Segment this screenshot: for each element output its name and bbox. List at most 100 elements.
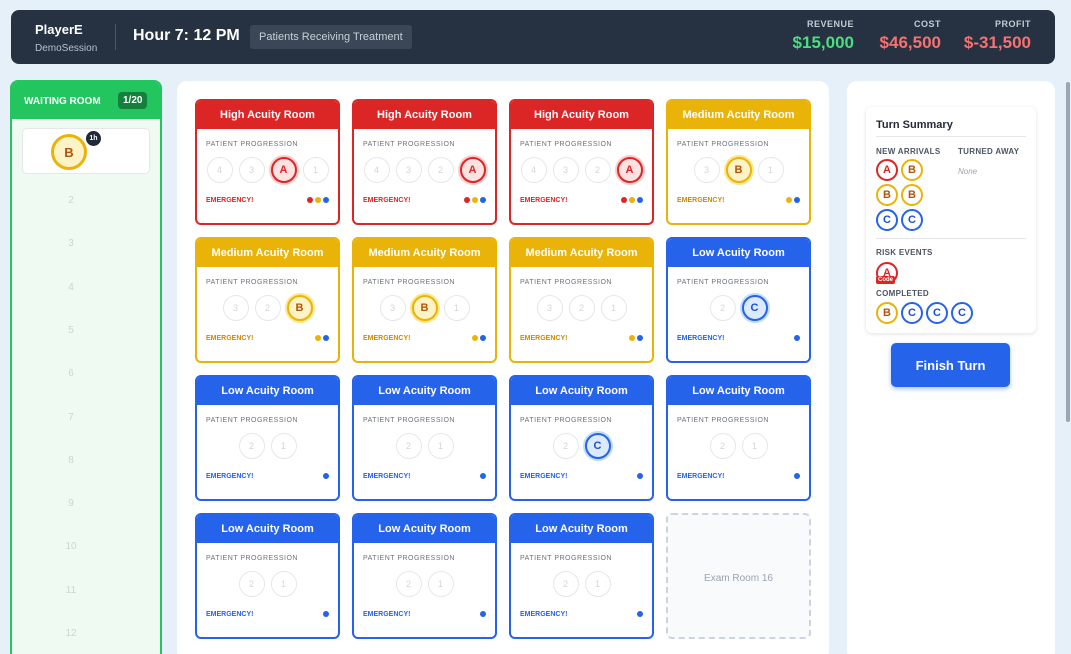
waiting-room-panel: WAITING ROOM 1/20 B 1h 2 3 4 5 6 7 8 9 10 11 12 bbox=[10, 80, 162, 654]
progression-step: 2 bbox=[395, 571, 422, 597]
red-dot bbox=[464, 197, 470, 203]
patient-token[interactable]: B bbox=[725, 157, 752, 183]
emergency-label: EMERGENCY! bbox=[520, 335, 568, 342]
blue-dot bbox=[480, 473, 486, 479]
room-title: Low Acuity Room bbox=[354, 377, 495, 405]
progression-step: 2 bbox=[238, 433, 265, 459]
progression-label: PATIENT PROGRESSION bbox=[520, 279, 612, 286]
acuity-dots bbox=[637, 473, 643, 479]
med-acuity-room-card[interactable]: Medium Acuity Room PATIENT PROGRESSION 3 2 1… bbox=[509, 237, 654, 363]
turn-summary-panel: Turn Summary NEW ARRIVALS TURNED AWAY No… bbox=[847, 81, 1055, 654]
emergency-label: EMERGENCY! bbox=[677, 197, 725, 204]
blue-dot bbox=[323, 473, 329, 479]
progression-step: 2 bbox=[584, 157, 611, 183]
low-acuity-room-card[interactable]: Low Acuity Room PATIENT PROGRESSION 2 1 EMER… bbox=[195, 513, 340, 639]
acuity-dots bbox=[480, 611, 486, 617]
waiting-slot-number: 9 bbox=[68, 498, 74, 510]
progression-step: 4 bbox=[520, 157, 547, 183]
player-info: PlayerE DemoSession bbox=[35, 22, 97, 54]
progression-step: 3 bbox=[693, 157, 720, 183]
patient-token[interactable]: B bbox=[286, 295, 313, 321]
room-title: Low Acuity Room bbox=[668, 377, 809, 405]
patient-token[interactable]: A bbox=[270, 157, 297, 183]
patient-token[interactable]: C bbox=[741, 295, 768, 321]
high-acuity-room-card[interactable]: High Acuity Room PATIENT PROGRESSION 4 3 2 A E… bbox=[509, 99, 654, 225]
room-title: High Acuity Room bbox=[197, 101, 338, 129]
progression-step: 1 bbox=[584, 571, 611, 597]
progression-label: PATIENT PROGRESSION bbox=[363, 279, 455, 286]
acuity-dots bbox=[480, 473, 486, 479]
med-acuity-room-card[interactable]: Medium Acuity Room PATIENT PROGRESSION 3 B 1… bbox=[352, 237, 497, 363]
progression-label: PATIENT PROGRESSION bbox=[206, 417, 298, 424]
low-acuity-room-card[interactable]: Low Acuity Room PATIENT PROGRESSION 2 C EMER… bbox=[666, 237, 811, 363]
patient-token[interactable]: B bbox=[411, 295, 438, 321]
low-acuity-room-card[interactable]: Low Acuity Room PATIENT PROGRESSION 2 C EMER… bbox=[509, 375, 654, 501]
finish-turn-button[interactable]: Finish Turn bbox=[891, 343, 1010, 387]
med-acuity-room-card[interactable]: Medium Acuity Room PATIENT PROGRESSION 3 2 B… bbox=[195, 237, 340, 363]
emergency-label: EMERGENCY! bbox=[363, 473, 411, 480]
waiting-slot-1[interactable]: B 1h bbox=[22, 128, 150, 174]
low-acuity-room-card[interactable]: Low Acuity Room PATIENT PROGRESSION 2 1 EMER… bbox=[509, 513, 654, 639]
room-title: Medium Acuity Room bbox=[197, 239, 338, 267]
yellow-dot bbox=[315, 335, 321, 341]
low-acuity-room-card[interactable]: Low Acuity Room PATIENT PROGRESSION 2 1 EMER… bbox=[352, 513, 497, 639]
acuity-dots bbox=[794, 473, 800, 479]
high-acuity-room-card[interactable]: High Acuity Room PATIENT PROGRESSION 4 3 2 A E… bbox=[352, 99, 497, 225]
completed-patient: C bbox=[901, 302, 923, 324]
risk-events-list: A Code bbox=[876, 262, 898, 284]
completed-label: COMPLETED bbox=[876, 289, 929, 298]
high-acuity-room-card[interactable]: High Acuity Room PATIENT PROGRESSION 4 3 A 1 E… bbox=[195, 99, 340, 225]
acuity-dots bbox=[323, 611, 329, 617]
acuity-dots bbox=[307, 197, 329, 203]
wait-time-badge: 1h bbox=[86, 131, 101, 146]
room-title: Medium Acuity Room bbox=[668, 101, 809, 129]
waiting-patient-token[interactable]: B bbox=[51, 134, 87, 170]
progression-label: PATIENT PROGRESSION bbox=[206, 141, 298, 148]
arrival-patient: B bbox=[901, 184, 923, 206]
session-name: DemoSession bbox=[35, 43, 98, 54]
summary-divider bbox=[876, 136, 1026, 137]
empty-exam-room[interactable]: Exam Room 16 bbox=[666, 513, 811, 639]
progression-label: PATIENT PROGRESSION bbox=[520, 141, 612, 148]
low-acuity-room-card[interactable]: Low Acuity Room PATIENT PROGRESSION 2 1 EMER… bbox=[352, 375, 497, 501]
low-acuity-room-card[interactable]: Low Acuity Room PATIENT PROGRESSION 2 1 EMER… bbox=[195, 375, 340, 501]
progression-step: 2 bbox=[238, 571, 265, 597]
arrival-patient: C bbox=[901, 209, 923, 231]
waiting-slot-number: 3 bbox=[68, 238, 74, 250]
revenue-metric: REVENUE $15,000 bbox=[793, 19, 854, 53]
yellow-dot bbox=[472, 335, 478, 341]
progression-label: PATIENT PROGRESSION bbox=[520, 555, 612, 562]
phase-status-chip: Patients Receiving Treatment bbox=[250, 25, 412, 49]
emergency-label: EMERGENCY! bbox=[206, 197, 254, 204]
progression-step: 2 bbox=[395, 433, 422, 459]
waiting-slot-number: 8 bbox=[68, 454, 74, 466]
patient-token[interactable]: A bbox=[459, 157, 486, 183]
med-acuity-room-card[interactable]: Medium Acuity Room PATIENT PROGRESSION 3 B 1… bbox=[666, 99, 811, 225]
waiting-slot-number: 6 bbox=[68, 368, 74, 380]
progression-label: PATIENT PROGRESSION bbox=[206, 555, 298, 562]
patient-token[interactable]: C bbox=[584, 433, 611, 459]
turn-summary-title: Turn Summary bbox=[876, 119, 953, 131]
acuity-dots bbox=[794, 335, 800, 341]
blue-dot bbox=[480, 335, 486, 341]
patient-token[interactable]: A bbox=[616, 157, 643, 183]
page-scrollbar[interactable] bbox=[1066, 82, 1070, 422]
low-acuity-room-card[interactable]: Low Acuity Room PATIENT PROGRESSION 2 1 EMER… bbox=[666, 375, 811, 501]
acuity-dots bbox=[621, 197, 643, 203]
progression-label: PATIENT PROGRESSION bbox=[677, 141, 769, 148]
emergency-label: EMERGENCY! bbox=[206, 611, 254, 618]
room-title: Medium Acuity Room bbox=[354, 239, 495, 267]
